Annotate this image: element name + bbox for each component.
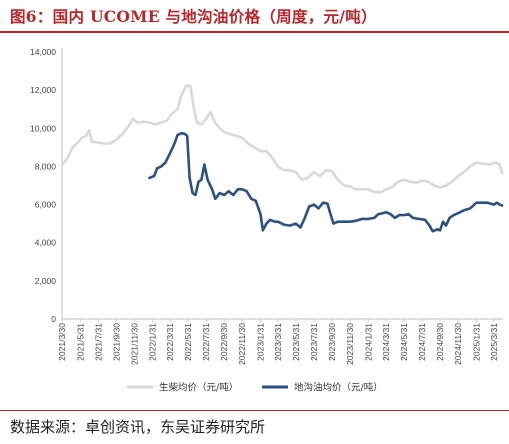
x-tick-label: 2022/11/30	[237, 323, 247, 365]
x-tick-label: 2022/1/31	[148, 323, 158, 361]
x-tick-label: 2024/11/30	[453, 323, 463, 365]
x-tick-label: 2021/7/31	[93, 323, 103, 361]
x-tick-label: 2023/3/31	[273, 323, 283, 361]
y-tick-label: 8,000	[35, 161, 57, 171]
y-tick-label: 6,000	[35, 200, 57, 210]
x-tick-label: 2024/9/30	[435, 323, 445, 361]
x-tick-label: 2023/5/31	[291, 323, 301, 361]
line-chart: 02,0004,0006,0008,00010,00012,00014,000 …	[30, 47, 504, 394]
y-tick-label: 14,000	[30, 47, 56, 57]
x-tick-label: 2022/5/31	[183, 323, 193, 361]
x-tick-label: 2024/7/31	[417, 323, 427, 361]
x-tick-label: 2024/1/31	[363, 323, 373, 361]
x-tick-label: 2021/9/30	[111, 323, 121, 361]
data-source-note: 数据来源：卓创资讯，东吴证券研究所	[10, 418, 266, 436]
legend: 生柴均价（元/吨） 地沟油均价（元/吨）	[127, 382, 383, 394]
series-line-ucome	[60, 84, 504, 194]
x-tick-label: 2022/7/31	[201, 323, 211, 361]
figure-title: 图6：国内 UCOME 与地沟油价格（周度，元/吨）	[10, 7, 377, 26]
y-tick-label: 4,000	[35, 238, 57, 248]
x-axis: 2021/3/30 2021/5/31 2021/7/31 2021/9/30 2021…	[57, 318, 503, 365]
y-axis: 0 2,000 4,000 6,000 8,000 10,000 12,000 14,000	[30, 47, 63, 324]
y-tick-label: 0	[51, 314, 56, 324]
x-tick-label: 2022/3/31	[165, 323, 175, 361]
legend-label: 生柴均价（元/吨）	[159, 382, 238, 394]
x-tick-label: 2025/3/31	[489, 323, 499, 361]
x-tick-label: 2023/7/31	[309, 323, 319, 361]
x-tick-label: 2023/1/31	[255, 323, 265, 361]
x-tick-label: 2022/9/30	[219, 323, 229, 361]
y-tick-label: 10,000	[30, 123, 56, 133]
x-tick-label: 2023/9/30	[327, 323, 337, 361]
y-tick-label: 2,000	[35, 276, 57, 286]
x-tick-label: 2025/1/31	[471, 323, 481, 361]
y-tick-label: 12,000	[30, 85, 56, 95]
x-tick-label: 2021/3/30	[57, 323, 67, 361]
x-tick-label: 2023/11/30	[345, 323, 355, 365]
x-tick-label: 2024/3/31	[381, 323, 391, 361]
source-rule	[0, 410, 509, 411]
x-tick-label: 2021/11/30	[129, 323, 139, 365]
title-rule	[0, 31, 509, 33]
legend-label: 地沟油均价（元/吨）	[294, 382, 383, 394]
series-line-uco	[148, 131, 504, 233]
x-tick-label: 2024/5/31	[399, 323, 409, 361]
series-layer	[60, 84, 504, 233]
x-tick-label: 2021/5/31	[75, 323, 85, 361]
